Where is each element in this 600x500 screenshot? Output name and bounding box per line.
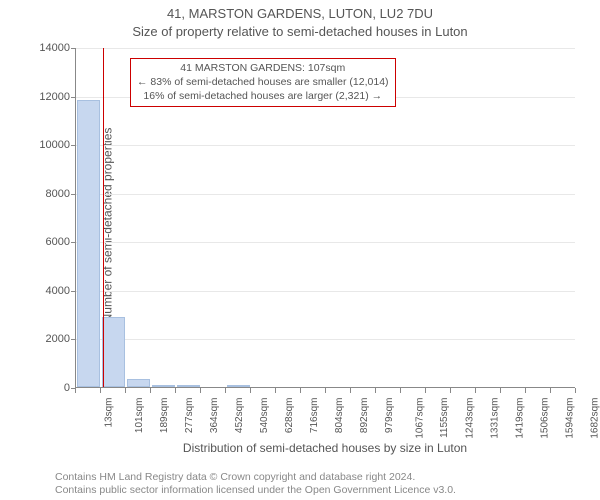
x-tick-mark [550, 388, 551, 393]
grid-line [76, 145, 575, 146]
property-marker-line [103, 48, 104, 387]
x-tick-mark [250, 388, 251, 393]
y-tick-label: 6000 [10, 236, 70, 248]
histogram-bar [77, 100, 100, 387]
grid-line [76, 339, 575, 340]
x-tick-label: 1243sqm [465, 398, 476, 439]
x-tick-label: 1155sqm [439, 398, 450, 438]
x-tick-label: 804sqm [334, 398, 345, 434]
y-tick-mark [71, 242, 76, 243]
y-tick-mark [71, 48, 76, 49]
x-tick-label: 1331sqm [490, 398, 501, 439]
histogram-bar [127, 379, 150, 388]
grid-line [76, 48, 575, 49]
y-tick-mark [71, 145, 76, 146]
x-tick-mark [275, 388, 276, 393]
x-tick-mark [475, 388, 476, 393]
x-tick-mark [400, 388, 401, 393]
x-tick-mark [100, 388, 101, 393]
x-tick-mark [425, 388, 426, 393]
annotation-line2: ← 83% of semi-detached houses are smalle… [137, 75, 389, 89]
y-tick-label: 2000 [10, 333, 70, 345]
y-tick-label: 10000 [10, 139, 70, 151]
x-tick-label: 1682sqm [590, 398, 600, 439]
footer-attribution: Contains HM Land Registry data © Crown c… [55, 471, 456, 498]
histogram-bar [227, 385, 250, 387]
y-tick-mark [71, 339, 76, 340]
x-tick-mark [300, 388, 301, 393]
histogram-bar [177, 385, 200, 387]
footer-line2: Contains public sector information licen… [55, 484, 456, 498]
x-tick-label: 189sqm [159, 398, 170, 434]
x-tick-mark [150, 388, 151, 393]
x-tick-mark [325, 388, 326, 393]
x-tick-label: 364sqm [209, 398, 220, 434]
x-tick-mark [75, 388, 76, 393]
y-tick-mark [71, 97, 76, 98]
histogram-bar [152, 385, 175, 387]
x-tick-label: 13sqm [104, 398, 115, 428]
y-tick-mark [71, 291, 76, 292]
x-tick-label: 540sqm [259, 398, 270, 434]
x-tick-label: 101sqm [134, 398, 145, 434]
x-tick-label: 1067sqm [415, 398, 426, 439]
y-tick-label: 12000 [10, 91, 70, 103]
x-tick-mark [375, 388, 376, 393]
x-tick-label: 1506sqm [540, 398, 551, 439]
x-tick-label: 892sqm [359, 398, 370, 434]
x-axis-label: Distribution of semi-detached houses by … [75, 441, 575, 455]
x-tick-mark [125, 388, 126, 393]
x-tick-mark [525, 388, 526, 393]
footer-line1: Contains HM Land Registry data © Crown c… [55, 471, 456, 485]
x-tick-label: 716sqm [309, 398, 320, 434]
x-tick-label: 1419sqm [515, 398, 526, 439]
grid-line [76, 291, 575, 292]
x-tick-mark [575, 388, 576, 393]
x-tick-label: 628sqm [284, 398, 295, 434]
histogram-bar [102, 317, 125, 387]
grid-line [76, 194, 575, 195]
x-tick-mark [350, 388, 351, 393]
annotation-line1: 41 MARSTON GARDENS: 107sqm [137, 61, 389, 75]
y-tick-label: 4000 [10, 285, 70, 297]
x-tick-mark [500, 388, 501, 393]
annotation-line3: 16% of semi-detached houses are larger (… [137, 89, 389, 103]
y-tick-label: 8000 [10, 188, 70, 200]
x-tick-mark [450, 388, 451, 393]
x-tick-mark [175, 388, 176, 393]
x-tick-mark [200, 388, 201, 393]
x-tick-mark [225, 388, 226, 393]
grid-line [76, 242, 575, 243]
x-tick-label: 979sqm [384, 398, 395, 434]
chart-title-line2: Size of property relative to semi-detach… [0, 24, 600, 39]
x-tick-label: 277sqm [184, 398, 195, 434]
y-tick-mark [71, 194, 76, 195]
y-tick-label: 0 [10, 382, 70, 394]
chart-container: 41, MARSTON GARDENS, LUTON, LU2 7DU Size… [0, 0, 600, 500]
x-tick-label: 1594sqm [565, 398, 576, 439]
x-tick-label: 452sqm [234, 398, 245, 434]
y-tick-label: 14000 [10, 42, 70, 54]
annotation-box: 41 MARSTON GARDENS: 107sqm ← 83% of semi… [130, 58, 396, 107]
chart-title-line1: 41, MARSTON GARDENS, LUTON, LU2 7DU [0, 6, 600, 21]
